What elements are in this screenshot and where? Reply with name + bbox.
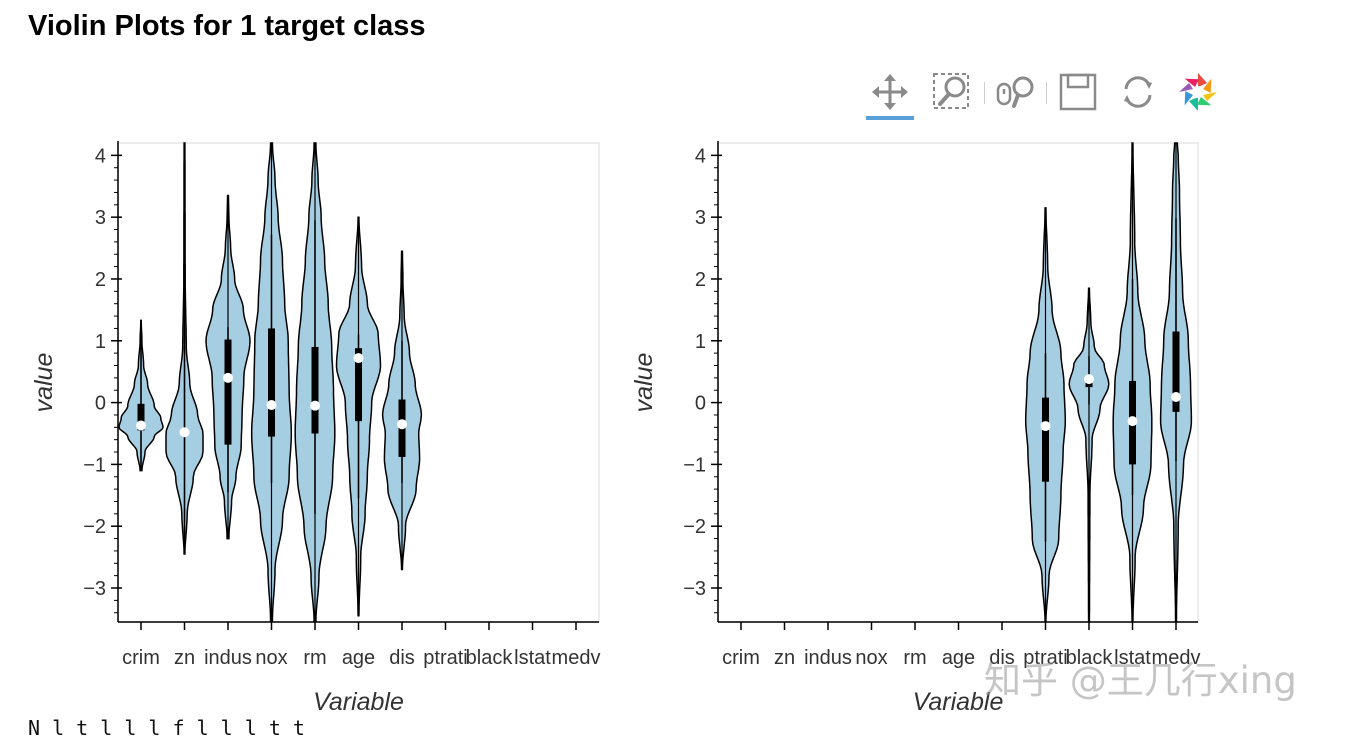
iqr-box-rm xyxy=(311,346,319,434)
x-tick-label: zn xyxy=(174,647,195,669)
wheel-zoom-tool[interactable] xyxy=(990,70,1042,114)
footer-text: N l t l l l f l l l t t xyxy=(28,716,305,740)
save-tool[interactable] xyxy=(1052,70,1104,114)
y-tick-label: 4 xyxy=(95,145,106,167)
toolbar-separator xyxy=(1046,82,1047,104)
y-tick-label: −3 xyxy=(683,578,706,600)
y-tick-label: −1 xyxy=(683,454,706,476)
x-tick-label: black xyxy=(1066,647,1114,669)
x-tick-label: lstat xyxy=(514,647,551,669)
median-rm xyxy=(310,400,320,411)
x-tick-label: nox xyxy=(855,647,887,669)
toolbar xyxy=(862,70,1227,124)
x-axis-title: Variable xyxy=(313,688,404,716)
box-zoom-tool[interactable] xyxy=(926,70,978,114)
toolbar-separator xyxy=(984,82,985,104)
median-black xyxy=(1084,374,1094,385)
x-tick-label: dis xyxy=(389,647,415,669)
median-medv xyxy=(1171,392,1181,403)
x-tick-label: rm xyxy=(303,647,326,669)
y-tick-label: 2 xyxy=(695,269,706,291)
median-ptratio xyxy=(1040,421,1051,432)
y-tick-label: 2 xyxy=(95,269,106,291)
y-axis-title: value xyxy=(630,353,658,413)
iqr-box-medv xyxy=(1172,331,1180,412)
chart-title: Violin Plots for 1 target class xyxy=(28,10,426,42)
reset-icon xyxy=(1124,76,1152,108)
y-tick-label: 0 xyxy=(95,393,106,415)
y-tick-label: 3 xyxy=(695,207,706,229)
median-nox xyxy=(266,400,277,411)
box-zoom-icon xyxy=(933,73,969,109)
median-zn xyxy=(179,427,190,438)
x-tick-label: ptrati xyxy=(423,647,467,669)
x-tick-label: crim xyxy=(122,647,160,669)
x-tick-label: dis xyxy=(989,647,1015,669)
y-tick-label: −2 xyxy=(83,516,106,538)
iqr-box-indus xyxy=(224,339,232,445)
x-tick-label: age xyxy=(942,647,975,669)
y-tick-label: 4 xyxy=(695,145,706,167)
reset-tool[interactable] xyxy=(1112,70,1164,114)
y-tick-label: −3 xyxy=(83,578,106,600)
y-tick-label: −2 xyxy=(683,516,706,538)
iqr-box-age xyxy=(355,348,362,422)
x-tick-label: age xyxy=(342,647,375,669)
y-tick-label: 1 xyxy=(95,331,106,353)
watermark: 知乎 @王几行xing xyxy=(984,659,1297,702)
iqr-box-crim xyxy=(137,403,145,431)
iqr-box-nox xyxy=(268,328,275,437)
x-tick-label: indus xyxy=(204,647,252,669)
y-tick-label: 3 xyxy=(95,207,106,229)
save-icon xyxy=(1059,73,1097,111)
move-arrows-icon xyxy=(872,74,908,110)
x-tick-label: medv xyxy=(552,647,601,669)
median-crim xyxy=(136,420,146,431)
x-tick-label: zn xyxy=(774,647,795,669)
bokeh-logo-icon xyxy=(1179,73,1217,111)
x-tick-label: crim xyxy=(722,647,760,669)
x-tick-label: rm xyxy=(903,647,926,669)
x-tick-label: ptrati xyxy=(1023,647,1067,669)
x-tick-label: medv xyxy=(1152,647,1201,669)
x-axis-title: Variable xyxy=(913,688,1004,716)
x-tick-label: lstat xyxy=(1114,647,1151,669)
median-dis xyxy=(397,419,407,430)
y-tick-label: 0 xyxy=(695,393,706,415)
x-tick-label: nox xyxy=(255,647,287,669)
iqr-box-ptratio xyxy=(1042,397,1049,482)
median-indus xyxy=(223,372,233,383)
y-tick-label: 1 xyxy=(695,331,706,353)
median-lstat xyxy=(1127,416,1138,427)
x-tick-label: black xyxy=(466,647,514,669)
wheel-zoom-icon xyxy=(996,76,1034,108)
median-age xyxy=(353,353,364,364)
y-axis-title: value xyxy=(30,353,58,413)
y-tick-label: −1 xyxy=(83,454,106,476)
x-tick-label: indus xyxy=(804,647,852,669)
bokeh-logo[interactable] xyxy=(1172,70,1224,114)
pan-tool[interactable] xyxy=(864,70,916,120)
